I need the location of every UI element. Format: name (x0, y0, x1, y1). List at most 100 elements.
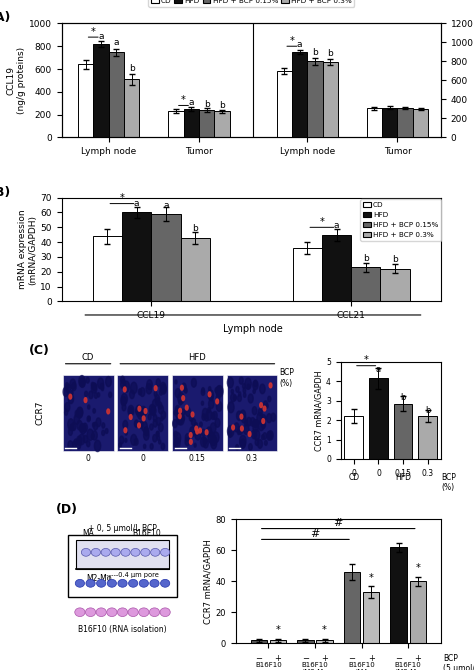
Circle shape (98, 378, 104, 389)
Circle shape (88, 416, 90, 420)
Circle shape (123, 387, 126, 392)
Bar (367, 109, 382, 137)
Circle shape (174, 442, 178, 448)
Circle shape (144, 427, 148, 433)
Text: *: * (322, 626, 327, 635)
Circle shape (236, 445, 238, 450)
Text: a: a (376, 365, 381, 375)
Circle shape (261, 421, 265, 428)
Text: 0: 0 (86, 454, 91, 463)
Text: *: * (91, 27, 96, 37)
Circle shape (119, 443, 121, 448)
Circle shape (269, 383, 272, 388)
Text: HFD: HFD (189, 353, 206, 362)
Text: a: a (334, 221, 339, 230)
Text: *: * (319, 217, 324, 227)
Text: B16F10: B16F10 (133, 529, 161, 538)
Text: b: b (129, 64, 135, 73)
Circle shape (182, 415, 184, 421)
Circle shape (185, 407, 191, 416)
Circle shape (150, 580, 159, 587)
Text: 0.15: 0.15 (189, 454, 206, 463)
Text: BCP
(%): BCP (%) (442, 473, 456, 492)
Circle shape (231, 389, 234, 393)
Bar (316, 640, 333, 643)
Circle shape (79, 424, 84, 432)
Text: (%): (%) (279, 379, 292, 389)
Circle shape (190, 427, 195, 437)
Circle shape (262, 435, 264, 440)
Bar (251, 640, 267, 643)
Circle shape (208, 407, 210, 413)
Circle shape (184, 388, 187, 393)
Circle shape (140, 407, 146, 417)
Circle shape (237, 411, 242, 420)
Text: b: b (425, 406, 430, 415)
Bar (168, 111, 183, 137)
Circle shape (87, 429, 93, 440)
Circle shape (176, 414, 182, 425)
Circle shape (106, 377, 111, 387)
Circle shape (253, 423, 258, 432)
Circle shape (213, 411, 217, 419)
Circle shape (144, 444, 146, 448)
Circle shape (173, 419, 177, 427)
Circle shape (263, 433, 266, 440)
Circle shape (146, 384, 152, 394)
Bar (172, 375, 223, 451)
Circle shape (195, 426, 198, 431)
Circle shape (230, 393, 235, 402)
Circle shape (124, 428, 127, 433)
Bar (307, 62, 322, 137)
Circle shape (271, 413, 275, 421)
Circle shape (73, 441, 76, 448)
Bar (276, 71, 292, 137)
Circle shape (240, 436, 246, 447)
Circle shape (102, 423, 105, 428)
Circle shape (178, 393, 184, 404)
Text: *: * (275, 626, 280, 635)
Bar (181, 238, 210, 302)
Circle shape (248, 444, 252, 450)
Circle shape (79, 434, 85, 445)
Circle shape (136, 405, 142, 416)
Circle shape (123, 381, 129, 392)
Circle shape (87, 416, 90, 421)
Circle shape (181, 385, 183, 390)
Circle shape (264, 440, 267, 446)
Bar (124, 79, 139, 137)
Circle shape (94, 393, 98, 399)
Circle shape (149, 405, 155, 415)
Circle shape (253, 419, 258, 428)
Circle shape (254, 381, 257, 387)
Text: BCP
(5 μmol/L): BCP (5 μmol/L) (443, 654, 474, 670)
Text: MA: MA (82, 529, 94, 538)
Circle shape (118, 580, 127, 587)
Circle shape (237, 395, 241, 401)
Circle shape (142, 416, 145, 421)
Circle shape (257, 413, 263, 423)
Circle shape (151, 406, 156, 415)
Circle shape (216, 386, 222, 396)
Text: a: a (134, 199, 139, 208)
Circle shape (82, 381, 84, 386)
Circle shape (196, 429, 199, 434)
Text: b: b (192, 224, 198, 233)
Text: *: * (415, 563, 420, 574)
Circle shape (150, 444, 153, 450)
Text: −: − (255, 654, 262, 663)
Circle shape (111, 549, 120, 556)
Bar (63, 375, 113, 451)
Circle shape (156, 379, 160, 387)
Text: −: − (395, 654, 402, 663)
Text: B16F10 (RNA isolation): B16F10 (RNA isolation) (78, 624, 167, 634)
Text: b: b (392, 255, 398, 265)
Circle shape (85, 608, 96, 616)
Circle shape (86, 580, 95, 587)
Circle shape (258, 420, 264, 431)
Circle shape (97, 580, 106, 587)
Circle shape (236, 387, 239, 393)
Circle shape (248, 394, 253, 403)
Circle shape (160, 608, 170, 616)
Text: b: b (363, 254, 369, 263)
